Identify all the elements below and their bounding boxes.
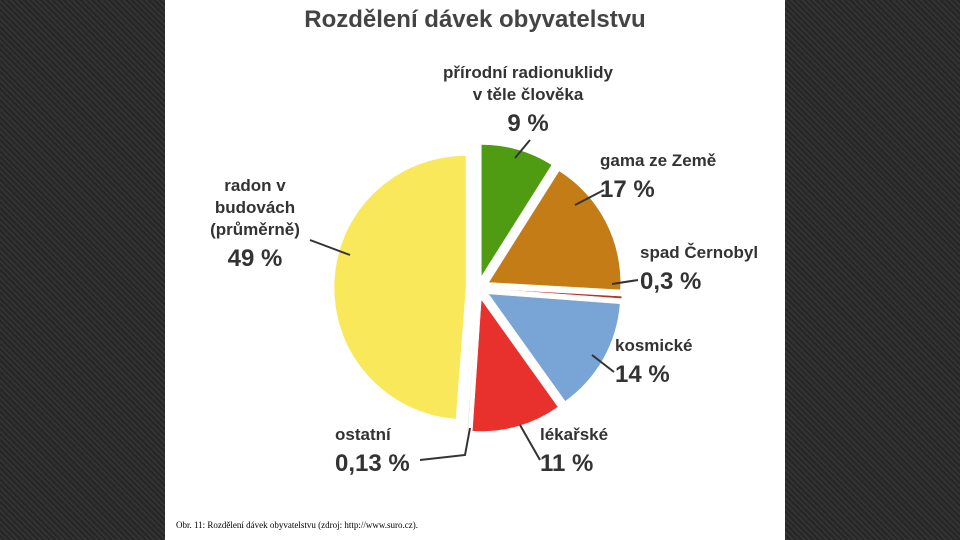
slice-label: kosmické 14 % bbox=[615, 335, 693, 389]
chart-title: Rozdělení dávek obyvatelstvu bbox=[304, 6, 646, 33]
slice-label: přírodní radionuklidy v těle člověka 9 % bbox=[440, 62, 616, 138]
category-label: přírodní radionuklidy v těle člověka bbox=[442, 63, 613, 104]
value-label: 9 % bbox=[507, 110, 549, 137]
category-label: ostatní bbox=[335, 425, 391, 444]
slice-label: radon v budovách (průměrně) 49 % bbox=[185, 175, 325, 273]
slice-label: gama ze Země 17 % bbox=[600, 150, 716, 204]
leader-line bbox=[591, 354, 615, 373]
panel bbox=[165, 0, 785, 540]
category-label: kosmické bbox=[615, 336, 693, 355]
leader-line bbox=[611, 279, 639, 285]
pie-slice bbox=[472, 298, 559, 432]
pie-slice bbox=[466, 299, 478, 432]
value-label: 14 % bbox=[615, 361, 670, 388]
value-label: 0,13 % bbox=[335, 450, 410, 477]
leader-line bbox=[309, 239, 351, 256]
leader-line bbox=[574, 189, 605, 206]
leader-line bbox=[419, 427, 471, 461]
pie-slice bbox=[487, 293, 621, 402]
caption: Obr. 11: Rozdělení dávek obyvatelstvu (z… bbox=[176, 520, 419, 530]
pie-slice bbox=[488, 170, 621, 291]
pie-slice bbox=[333, 155, 467, 420]
leader-line bbox=[514, 139, 531, 159]
category-label: lékařské bbox=[540, 425, 609, 444]
slice-label: ostatní 0,13 % bbox=[335, 424, 410, 478]
slice-label: spad Černobyl 0,3 % bbox=[640, 242, 758, 296]
leader-line bbox=[519, 424, 541, 461]
value-label: 17 % bbox=[600, 176, 655, 203]
value-label: 11 % bbox=[540, 450, 594, 477]
pie-slice bbox=[489, 288, 623, 299]
category-label: gama ze Země bbox=[600, 151, 717, 170]
pie-slice bbox=[481, 144, 553, 278]
category-label: radon v budovách (průměrně) bbox=[210, 176, 300, 239]
value-label: 0,3 % bbox=[640, 268, 702, 295]
value-label: 49 % bbox=[227, 245, 283, 272]
slice-label: lékařské 11 % bbox=[540, 424, 608, 478]
category-label: spad Černobyl bbox=[640, 243, 759, 262]
